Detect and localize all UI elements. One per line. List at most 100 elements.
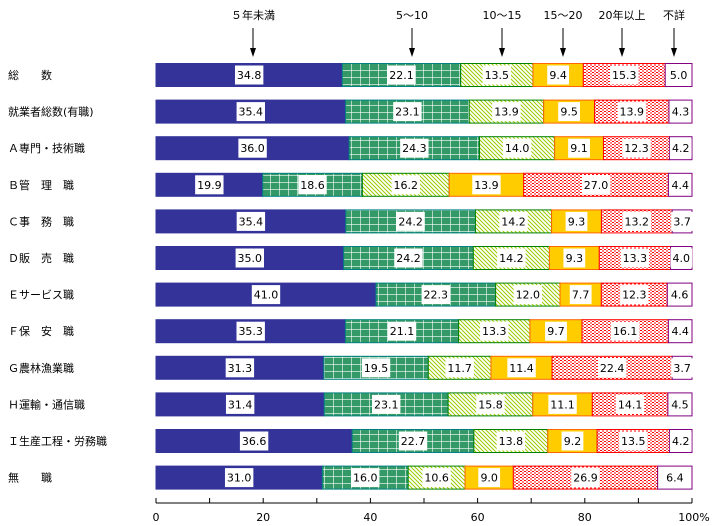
data-label-bg (361, 358, 391, 378)
category-label: 就業者総数(有職) (8, 105, 94, 119)
data-label-bg (236, 102, 265, 122)
data-label: 31.0 (227, 472, 252, 485)
data-label-bg (611, 321, 640, 341)
data-label: 9.3 (566, 252, 584, 265)
legend-label: 15～20 (544, 9, 583, 22)
data-label: 9.5 (560, 106, 578, 119)
bar-row: Ｆ保 安 職 35.3 21.1 13.3 9.7 16.1 4.4 (8, 319, 693, 344)
data-label-bg (478, 468, 501, 488)
data-label: 13.3 (482, 325, 507, 338)
data-label-bg (421, 285, 451, 305)
bar-row: 無 職 31.0 16.0 10.6 9.0 26.9 6.4 (8, 465, 693, 490)
data-label-bg (561, 431, 584, 451)
data-label: 4.2 (672, 142, 690, 155)
data-label-bg (619, 431, 648, 451)
category-label: Ｄ販 売 職 (8, 252, 74, 265)
data-label: 19.9 (197, 179, 222, 192)
data-label: 13.2 (625, 215, 650, 228)
data-label-bg (547, 65, 570, 85)
legend-item: 不詳 (663, 8, 685, 57)
data-label: 16.1 (613, 325, 638, 338)
data-label: 9.1 (570, 142, 588, 155)
data-label-bg (667, 65, 690, 85)
category-label: Ｈ運輸・通信職 (8, 397, 85, 411)
arrow-head-icon (409, 48, 415, 57)
data-label: 27.0 (584, 179, 609, 192)
arrow-head-icon (250, 48, 256, 57)
data-label-bg (298, 175, 327, 195)
data-label: 11.1 (550, 398, 575, 411)
data-label-bg (482, 65, 512, 85)
legend-item: ５年未満 (231, 8, 275, 57)
data-label-bg (225, 394, 255, 414)
data-label: 16.0 (353, 472, 378, 485)
data-label-bg (513, 285, 543, 305)
data-label-bg (238, 138, 267, 158)
data-label: 23.1 (395, 106, 420, 119)
data-label: 22.1 (389, 69, 414, 82)
arrow-head-icon (499, 48, 505, 57)
bar-row: Ａ専門・技術職 36.0 24.3 14.0 9.1 12.3 4.2 (8, 136, 693, 161)
data-label: 34.8 (237, 69, 262, 82)
data-label: 15.3 (612, 69, 637, 82)
data-label: 41.0 (254, 289, 279, 302)
data-label-bg (620, 248, 650, 268)
data-label-bg (472, 175, 501, 195)
data-label: 35.4 (239, 215, 264, 228)
data-label: 21.1 (390, 325, 415, 338)
data-label: 9.0 (480, 472, 498, 485)
data-label-bg (571, 468, 600, 488)
bar-row: Ｅサービス職 41.0 22.3 12.0 7.7 12.3 4.6 (8, 282, 693, 307)
data-label-bg (597, 358, 627, 378)
data-label: 15.8 (478, 398, 503, 411)
category-label: Ｇ農林漁業職 (8, 361, 74, 375)
data-label-bg (391, 175, 420, 195)
data-label: 13.9 (474, 179, 499, 192)
data-label: 24.2 (396, 252, 421, 265)
data-label: 11.7 (447, 362, 472, 375)
data-label-bg (445, 358, 474, 378)
data-label-bg (610, 65, 639, 85)
data-label-bg (496, 431, 526, 451)
data-label: 26.9 (573, 472, 598, 485)
data-label-bg (394, 248, 423, 268)
data-label: 36.6 (242, 435, 267, 448)
data-label: 19.5 (364, 362, 389, 375)
category-label: 無 職 (8, 471, 52, 485)
data-label-bg (387, 65, 416, 85)
x-tick-label: 80 (578, 511, 592, 524)
data-label: 14.1 (618, 398, 643, 411)
category-label: Ｅサービス職 (8, 289, 74, 302)
bar-row: Ｈ運輸・通信職 31.4 23.1 15.8 11.1 14.1 4.5 (8, 392, 693, 417)
data-label-bg (422, 468, 451, 488)
data-label: 22.4 (600, 362, 625, 375)
legend-item: 10～15 (483, 9, 522, 57)
data-label-bg (581, 175, 611, 195)
data-label-bg (669, 138, 692, 158)
data-label-bg (671, 211, 693, 231)
legend-label: 10～15 (483, 9, 522, 22)
data-label: 12.0 (516, 289, 541, 302)
data-label-bg (548, 394, 577, 414)
x-tick-label: 40 (363, 511, 377, 524)
category-label: Ｂ管 理 職 (8, 178, 74, 192)
data-label: 9.7 (547, 325, 565, 338)
data-label-bg (507, 358, 536, 378)
data-label-bg (224, 468, 254, 488)
data-label-bg (251, 285, 281, 305)
data-label-bg (670, 248, 693, 268)
data-label-bg (669, 102, 692, 122)
data-label: 22.7 (401, 435, 426, 448)
x-tick-label: 0 (153, 511, 160, 524)
legend-label: 不詳 (663, 8, 685, 22)
data-label: 3.7 (673, 362, 691, 375)
data-label: 23.1 (374, 398, 399, 411)
data-label: 13.9 (620, 106, 645, 119)
data-label-bg (669, 431, 692, 451)
category-label: 総 数 (8, 68, 52, 82)
data-label: 13.3 (623, 252, 648, 265)
category-label: Ｃ事 務 職 (8, 214, 74, 228)
data-label-bg (502, 138, 532, 158)
